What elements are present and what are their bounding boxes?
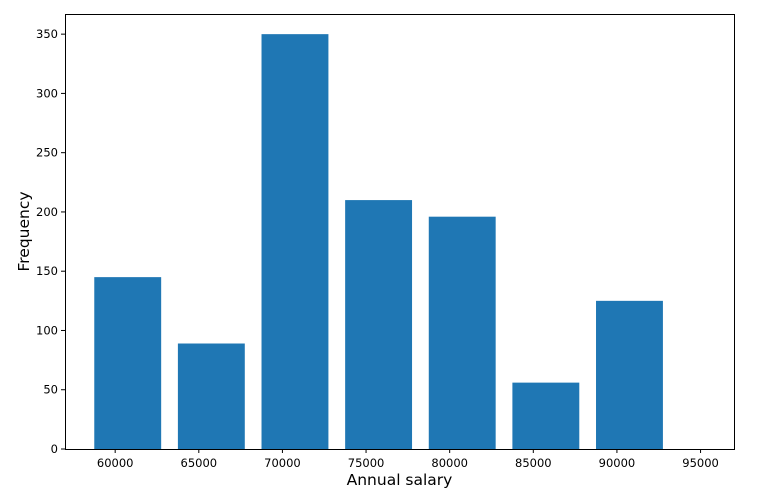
x-tick-label: 85000 xyxy=(515,456,552,470)
bar-65000 xyxy=(177,343,245,449)
x-tick-label: 70000 xyxy=(264,456,301,470)
x-axis-label: Annual salary xyxy=(347,471,453,489)
y-tick-label: 50 xyxy=(43,383,58,397)
y-tick-label: 100 xyxy=(36,323,58,337)
y-tick-label: 0 xyxy=(51,442,58,456)
x-tick-label: 95000 xyxy=(682,456,719,470)
x-tick-label: 75000 xyxy=(348,456,385,470)
plot-area-frame xyxy=(65,14,735,450)
y-tick-label: 150 xyxy=(36,264,58,278)
x-axis-ticks: 60000 65000 70000 75000 80000 85000 90000 95000 xyxy=(97,449,719,470)
x-tick-label: 80000 xyxy=(431,456,468,470)
bars-group xyxy=(94,34,663,449)
bar-90000 xyxy=(596,300,663,449)
y-tick-label: 250 xyxy=(36,146,58,160)
y-tick-label: 300 xyxy=(36,86,58,100)
bar-80000 xyxy=(428,216,496,449)
bar-70000 xyxy=(261,34,329,449)
x-tick-label: 65000 xyxy=(181,456,218,470)
bar-75000 xyxy=(345,200,413,449)
y-axis-ticks: 0 50 100 150 200 250 300 350 xyxy=(36,27,65,456)
x-tick-label: 90000 xyxy=(599,456,636,470)
bar-85000 xyxy=(512,382,580,449)
bar-60000 xyxy=(94,277,162,449)
y-axis-label: Frequency xyxy=(15,191,33,271)
y-tick-label: 350 xyxy=(36,27,58,41)
y-tick-label: 200 xyxy=(36,205,58,219)
x-tick-label: 60000 xyxy=(97,456,134,470)
